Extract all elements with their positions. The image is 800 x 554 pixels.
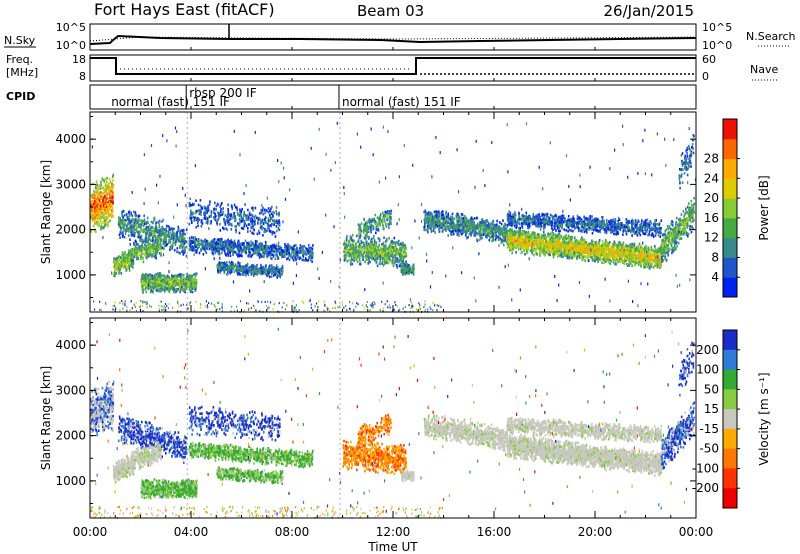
colorbar-tick-label: 50	[704, 382, 719, 396]
colorbar-tick-label: 16	[704, 211, 719, 225]
noise-tick-left-bottom: 10^0	[56, 39, 86, 52]
x-tick-label: 04:00	[174, 525, 209, 539]
colorbar-swatch	[723, 257, 737, 278]
colorbar-label: Velocity [m s⁻¹]	[757, 372, 771, 465]
colorbar-tick-label: 24	[704, 171, 719, 185]
nave-tick-top: 60	[702, 53, 716, 66]
noise-tick-right-bottom: 10^0	[702, 39, 732, 52]
colorbar-tick-label: 12	[704, 231, 719, 245]
noise-tick-left-top: 10^5	[56, 21, 86, 34]
beam-label: Beam 03	[357, 2, 424, 20]
colorbar-tick-label: 200	[696, 343, 719, 357]
noise-trace-search	[89, 36, 697, 42]
colorbar-swatch	[723, 448, 737, 469]
nave-tick-bottom: 0	[702, 70, 709, 83]
colorbar-tick-label: 4	[711, 270, 719, 284]
y-tick-label: 3000	[55, 177, 86, 191]
x-tick-label: 16:00	[477, 525, 512, 539]
colorbar-tick-label: -15	[699, 422, 719, 436]
y-tick-label: 1000	[55, 474, 86, 488]
cpid-segment-label: rbsp 200 IF	[189, 86, 256, 100]
y-tick-label: 4000	[55, 132, 86, 146]
colorbar-swatch	[723, 158, 737, 179]
colorbar-tick-label: 8	[711, 250, 719, 264]
nsearch-label: N.Search	[746, 30, 796, 43]
nsky-label: N.Sky	[4, 34, 36, 47]
x-tick-label: 20:00	[578, 525, 613, 539]
colorbar-swatch	[723, 369, 737, 390]
colorbar-swatch	[723, 277, 737, 298]
y-tick-label: 2000	[55, 429, 86, 443]
x-tick-label: 08:00	[275, 525, 310, 539]
colorbar-swatch	[723, 389, 737, 410]
colorbar-tick-label: -200	[692, 481, 719, 495]
colorbar-swatch	[723, 198, 737, 219]
x-axis-label: Time UT	[367, 540, 418, 554]
colorbar-swatch	[723, 409, 737, 430]
power-colorbar: 4 8 12 16 20 24 28 Power [dB]	[704, 118, 771, 298]
y-tick-label: 2000	[55, 223, 86, 237]
colorbar-tick-label: 20	[704, 191, 719, 205]
colorbar-label: Power [dB]	[757, 175, 771, 240]
x-tick-label: 12:00	[376, 525, 411, 539]
y-axis-label: Slant Range [km]	[39, 160, 53, 264]
echo-cells	[90, 327, 695, 519]
colorbar-tick-label: 28	[704, 152, 719, 166]
colorbar-swatch	[723, 349, 737, 371]
colorbar-swatch	[723, 330, 737, 351]
noise-trace-sky	[89, 34, 697, 45]
colorbar-swatch	[723, 237, 737, 258]
freq-tick-top: 18	[72, 53, 86, 66]
freq-unit: [MHz]	[6, 66, 38, 79]
freq-label: Freq.	[6, 53, 33, 66]
x-tick-label: 00:00	[73, 525, 108, 539]
colorbar-swatch	[723, 428, 737, 450]
noise-panel: N.Sky 10^5 10^0 10^5 10^0 N.Search	[4, 21, 796, 52]
noise-tick-right-top: 10^5	[702, 21, 732, 34]
figure-title: Fort Hays East (fitACF)	[94, 0, 275, 19]
frequency-panel: Freq. [MHz] 18 8 60 0 Nave	[6, 53, 778, 83]
colorbar-swatch	[723, 468, 737, 489]
colorbar-swatch	[723, 138, 737, 160]
x-tick-label: 00:00	[679, 525, 714, 539]
colorbar-swatch	[723, 119, 737, 140]
colorbar-swatch	[723, 488, 737, 509]
colorbar-tick-label: 15	[704, 402, 719, 416]
cpid-segment-label: normal (fast) 151 IF	[111, 95, 230, 109]
colorbar-tick-label: -50	[699, 442, 719, 456]
nave-label: Nave	[750, 63, 778, 76]
y-tick-label: 4000	[55, 338, 86, 352]
colorbar-tick-label: -100	[692, 461, 719, 475]
echo-cells	[90, 121, 697, 313]
colorbar-swatch	[723, 178, 737, 199]
date-label: 26/Jan/2015	[604, 2, 695, 20]
freq-tick-bottom: 8	[79, 70, 86, 83]
cpid-segment-label: normal (fast) 151 IF	[342, 95, 461, 109]
velocity-colorbar: 200 100 50 15 -15 -50 -100 -200 Velocity [m s⁻¹]	[692, 329, 771, 509]
colorbar-swatch	[723, 217, 737, 239]
y-tick-label: 1000	[55, 268, 86, 282]
frequency-trace	[90, 57, 696, 75]
y-tick-label: 3000	[55, 383, 86, 397]
colorbar-tick-label: 100	[696, 363, 719, 377]
cpid-label: CPID	[6, 90, 35, 103]
y-axis-label: Slant Range [km]	[39, 366, 53, 470]
